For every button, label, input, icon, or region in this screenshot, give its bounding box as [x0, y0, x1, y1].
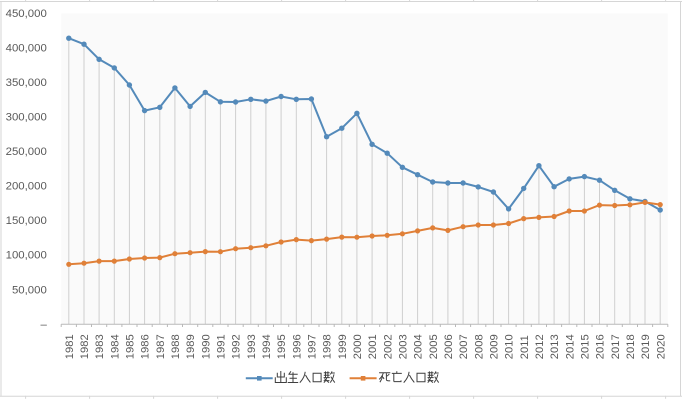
svg-text:2002: 2002 [382, 334, 394, 359]
svg-text:1990: 1990 [200, 334, 212, 359]
svg-text:2018: 2018 [625, 334, 637, 359]
svg-text:2017: 2017 [610, 334, 622, 359]
svg-text:2011: 2011 [519, 335, 531, 359]
svg-text:2007: 2007 [458, 334, 470, 359]
svg-text:1986: 1986 [140, 334, 152, 359]
svg-text:2000: 2000 [352, 334, 364, 359]
svg-text:1987: 1987 [155, 334, 167, 359]
svg-text:2008: 2008 [473, 334, 485, 359]
svg-text:1983: 1983 [94, 334, 106, 359]
svg-text:1992: 1992 [231, 334, 243, 359]
svg-text:1995: 1995 [276, 334, 288, 359]
svg-text:400,000: 400,000 [6, 43, 47, 55]
svg-text:2010: 2010 [504, 334, 516, 359]
svg-text:350,000: 350,000 [6, 77, 47, 89]
svg-text:2009: 2009 [489, 334, 501, 359]
svg-text:1997: 1997 [307, 334, 319, 359]
svg-text:150,000: 150,000 [6, 215, 47, 227]
svg-text:–: – [40, 319, 47, 331]
svg-text:50,000: 50,000 [12, 284, 47, 296]
svg-text:2013: 2013 [549, 334, 561, 359]
svg-text:1993: 1993 [246, 334, 258, 359]
svg-text:1982: 1982 [79, 334, 91, 359]
svg-text:100,000: 100,000 [6, 250, 47, 262]
svg-text:2012: 2012 [534, 334, 546, 359]
svg-text:1988: 1988 [170, 334, 182, 359]
svg-text:2005: 2005 [428, 334, 440, 359]
svg-text:250,000: 250,000 [6, 146, 47, 158]
svg-text:1994: 1994 [261, 334, 273, 359]
svg-text:2006: 2006 [443, 334, 455, 359]
svg-text:2015: 2015 [580, 334, 592, 359]
svg-text:2019: 2019 [640, 334, 652, 359]
svg-text:2003: 2003 [398, 334, 410, 359]
svg-text:1989: 1989 [185, 334, 197, 359]
svg-text:300,000: 300,000 [6, 112, 47, 124]
svg-text:1985: 1985 [125, 334, 137, 359]
svg-text:1981: 1981 [64, 334, 76, 359]
svg-text:1984: 1984 [109, 334, 121, 359]
svg-text:2020: 2020 [655, 334, 667, 359]
svg-text:2004: 2004 [413, 334, 425, 359]
svg-text:450,000: 450,000 [6, 8, 47, 20]
svg-text:2014: 2014 [564, 334, 576, 359]
svg-text:1991: 1991 [216, 334, 228, 359]
svg-text:2016: 2016 [595, 334, 607, 359]
svg-text:1996: 1996 [291, 334, 303, 359]
svg-text:1999: 1999 [337, 334, 349, 359]
svg-text:200,000: 200,000 [6, 181, 47, 193]
svg-text:2001: 2001 [367, 334, 379, 359]
svg-text:1998: 1998 [322, 334, 334, 359]
